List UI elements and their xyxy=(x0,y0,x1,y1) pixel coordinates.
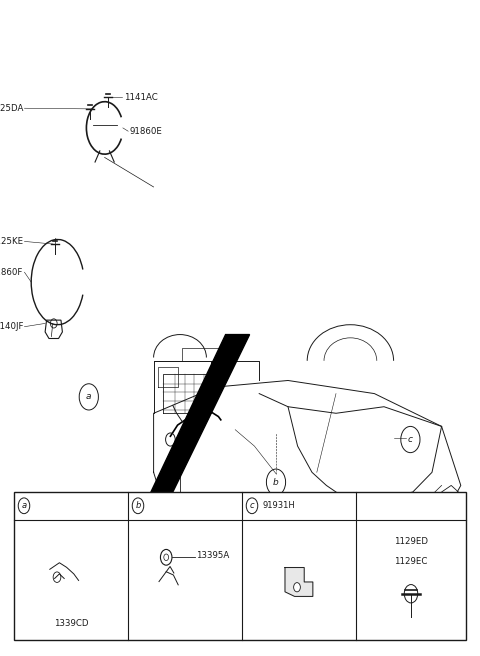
Circle shape xyxy=(294,583,300,592)
Polygon shape xyxy=(142,335,250,512)
Text: b: b xyxy=(135,501,141,510)
Text: a: a xyxy=(22,501,26,510)
Text: c: c xyxy=(408,435,413,444)
Text: b: b xyxy=(273,478,279,487)
Text: 91860E: 91860E xyxy=(130,127,162,136)
Text: a: a xyxy=(86,392,92,401)
Text: 91860S: 91860S xyxy=(185,550,217,559)
Text: c: c xyxy=(250,501,254,510)
Text: 1129ED: 1129ED xyxy=(394,537,428,546)
FancyBboxPatch shape xyxy=(14,492,466,640)
Text: 91860F: 91860F xyxy=(0,268,23,277)
Text: 1129EC: 1129EC xyxy=(394,557,428,566)
Text: 1125DA: 1125DA xyxy=(0,104,23,113)
Text: 1140JF: 1140JF xyxy=(0,322,23,331)
Text: 91931H: 91931H xyxy=(263,501,295,510)
Text: 13395A: 13395A xyxy=(196,551,229,560)
Text: 1125KE: 1125KE xyxy=(0,237,23,246)
Text: 1339CD: 1339CD xyxy=(54,619,89,628)
Text: 1141AC: 1141AC xyxy=(124,92,157,102)
Polygon shape xyxy=(285,567,313,596)
